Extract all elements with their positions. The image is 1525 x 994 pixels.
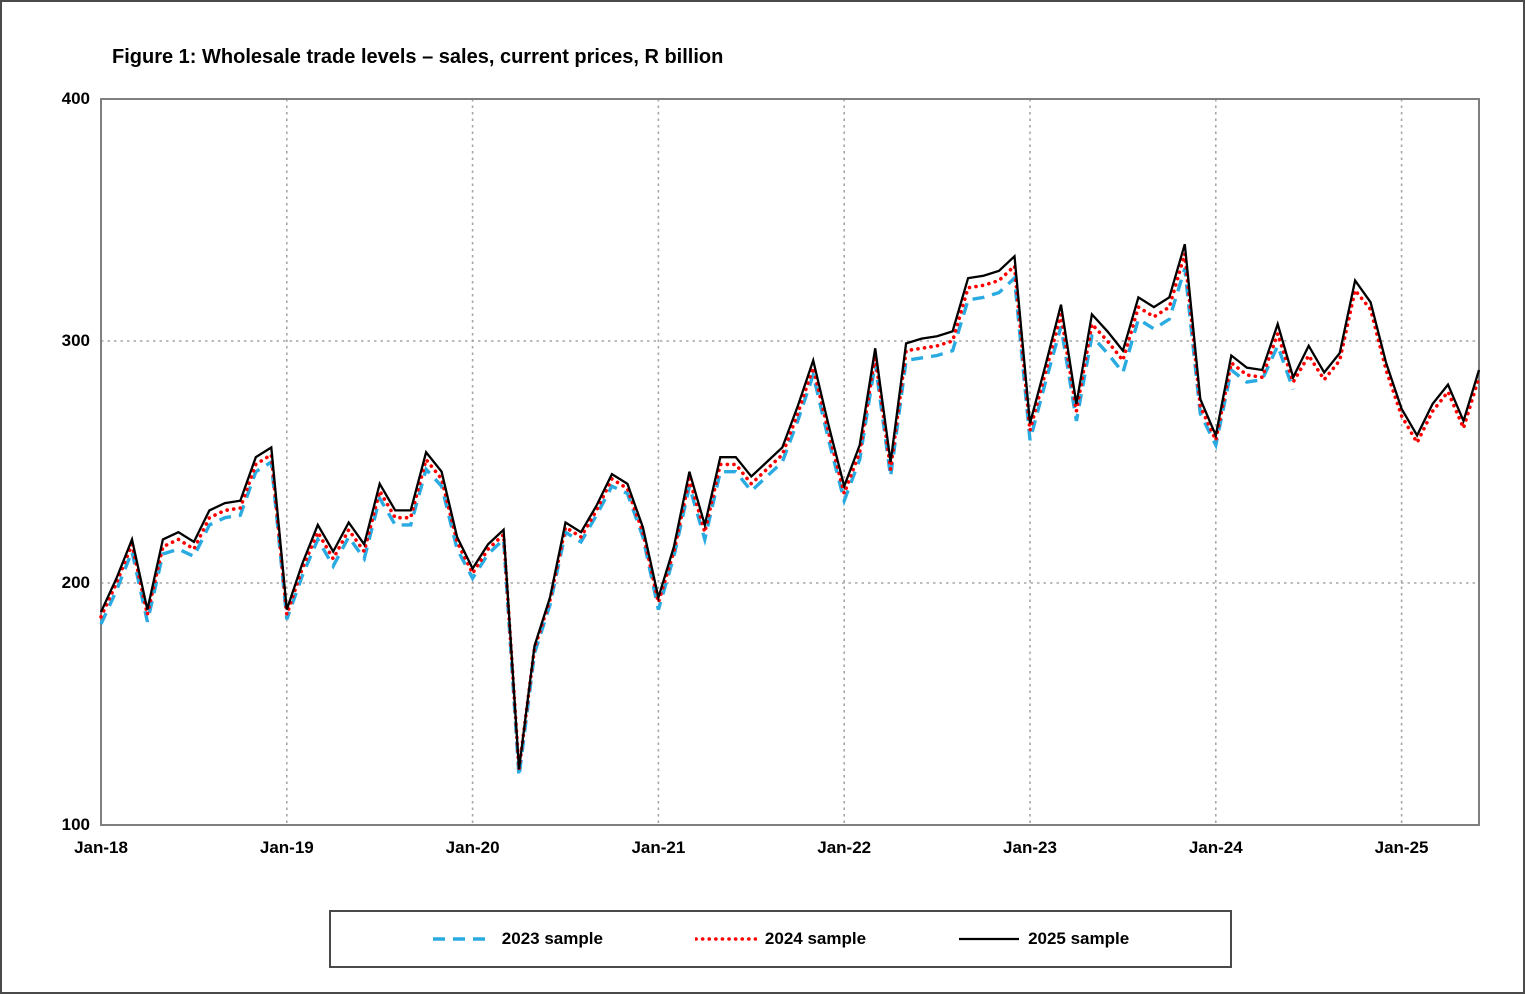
- legend-item-2023-sample: 2023 sample: [432, 929, 603, 949]
- legend: 2023 sample 2024 sample 2025 sample: [329, 910, 1232, 968]
- x-tick-label-jan-25: Jan-25: [1374, 838, 1429, 857]
- legend-swatch-solid-icon: [959, 937, 1020, 941]
- series-line-2023-sample: [99, 267, 1295, 777]
- legend-label: 2023 sample: [501, 929, 603, 948]
- y-tick-label-100: 100: [61, 815, 90, 834]
- legend-item-2025-sample: 2025 sample: [958, 929, 1129, 949]
- x-tick-label-jan-18: Jan-18: [74, 838, 128, 857]
- x-tick-label-jan-23: Jan-23: [1003, 838, 1057, 857]
- y-tick-label-300: 300: [61, 331, 90, 350]
- x-tick-label-jan-19: Jan-19: [259, 838, 314, 857]
- x-tick-label-jan-24: Jan-24: [1188, 838, 1243, 857]
- legend-label: 2025 sample: [1028, 929, 1130, 948]
- series-line-2024-sample: [99, 253, 1481, 770]
- legend-item-2024-sample: 2024 sample: [694, 929, 867, 949]
- x-tick-label-jan-20: Jan-20: [445, 838, 500, 857]
- legend-swatch-dotted-icon: [694, 937, 757, 941]
- plot-border: [100, 98, 1480, 826]
- legend-swatch-dashed-icon: [432, 937, 493, 941]
- legend-label: 2024 sample: [764, 929, 867, 948]
- x-tick-label-jan-22: Jan-22: [817, 838, 872, 857]
- chart-title: Figure 1: Wholesale trade levels – sales…: [112, 46, 724, 68]
- series-line-2025-sample: [99, 243, 1481, 770]
- y-tick-label-400: 400: [61, 89, 90, 108]
- x-tick-label-jan-21: Jan-21: [631, 838, 686, 857]
- y-tick-label-200: 200: [61, 573, 90, 592]
